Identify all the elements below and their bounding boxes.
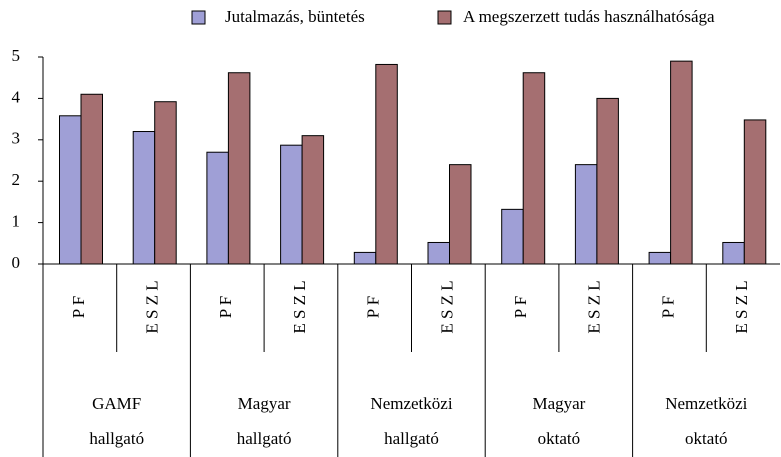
bar <box>206 151 229 265</box>
legend-label: Jutalmazás, büntetés <box>225 7 365 26</box>
bar <box>301 135 325 265</box>
group-label: hallgató <box>384 429 439 448</box>
x-tick-label: P F <box>658 296 677 319</box>
bar <box>522 72 546 265</box>
bar <box>375 63 398 265</box>
group-label: Magyar <box>532 394 585 413</box>
y-tick-label: 2 <box>12 170 21 189</box>
x-tick-label: P F <box>69 296 88 319</box>
legend-swatch <box>191 10 206 25</box>
x-tick-label: P F <box>364 296 383 319</box>
bar <box>427 241 450 265</box>
legend-swatch <box>437 10 452 25</box>
group-label: Nemzetközi <box>665 394 747 413</box>
bar <box>501 208 524 265</box>
bar <box>743 119 767 265</box>
y-tick-label: 5 <box>12 46 21 65</box>
group-label: hallgató <box>237 429 292 448</box>
group-label: Magyar <box>238 394 291 413</box>
bar <box>670 60 693 265</box>
y-tick-label: 3 <box>12 129 21 148</box>
bar <box>574 164 598 265</box>
bar <box>353 251 377 265</box>
y-tick-label: 4 <box>12 87 21 106</box>
bar <box>154 101 177 265</box>
group-label: Nemzetközi <box>370 394 452 413</box>
bar <box>80 93 103 265</box>
bar <box>280 144 303 265</box>
bar <box>596 97 619 265</box>
x-tick-label: E S Z L <box>142 280 161 333</box>
x-tick-label: P F <box>511 296 530 319</box>
x-tick-label: E S Z L <box>290 280 309 333</box>
legend-label: A megszerzett tudás használhatósága <box>463 7 715 26</box>
group-label: hallgató <box>89 429 144 448</box>
bar <box>722 241 745 265</box>
group-label: GAMF <box>92 394 141 413</box>
x-tick-label: E S Z L <box>437 280 456 333</box>
x-tick-label: E S Z L <box>585 280 604 333</box>
group-label: oktató <box>685 429 728 448</box>
y-tick-label: 1 <box>12 212 21 231</box>
y-tick-label: 0 <box>12 253 21 272</box>
bar <box>227 72 251 265</box>
bar <box>648 251 672 265</box>
x-tick-label: E S Z L <box>732 280 751 333</box>
group-label: oktató <box>538 429 581 448</box>
bar <box>132 131 156 265</box>
bar <box>59 115 82 265</box>
x-tick-label: P F <box>216 296 235 319</box>
bar <box>449 164 472 265</box>
